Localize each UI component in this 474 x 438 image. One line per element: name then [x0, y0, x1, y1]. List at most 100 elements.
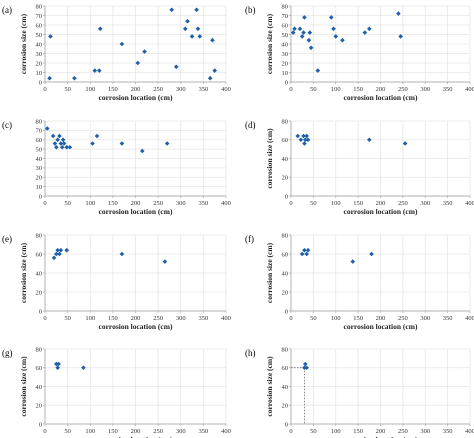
- y-tick-label: 20: [282, 403, 289, 410]
- data-point: [59, 144, 65, 150]
- y-tick-label: 80: [282, 232, 289, 239]
- y-tick-label: 50: [36, 32, 43, 39]
- x-tick-label: 400: [221, 200, 231, 207]
- y-tick-label: 40: [282, 270, 289, 277]
- data-point: [301, 133, 306, 139]
- x-tick-label: 300: [420, 200, 430, 207]
- data-point: [54, 251, 59, 257]
- y-tick-label: 20: [282, 60, 289, 67]
- x-tick-label: 0: [43, 315, 46, 322]
- data-point: [64, 247, 70, 253]
- y-tick-label: 10: [36, 184, 43, 191]
- data-point: [51, 255, 57, 261]
- data-point: [164, 141, 170, 146]
- y-tick-label: 80: [282, 118, 289, 125]
- y-tick-label: 30: [36, 51, 43, 58]
- x-tick-label: 50: [64, 200, 71, 207]
- x-axis-title: corrosion location (cm): [343, 93, 418, 102]
- data-point: [142, 49, 147, 54]
- y-tick-label: 20: [36, 175, 43, 182]
- panel-label: (h): [245, 348, 256, 358]
- data-point: [212, 68, 217, 73]
- data-point: [185, 18, 190, 24]
- x-tick-label: 200: [131, 315, 141, 322]
- data-point: [60, 137, 66, 143]
- x-tick-label: 150: [353, 315, 363, 322]
- data-point: [331, 26, 336, 32]
- x-tick-label: 50: [64, 86, 71, 93]
- y-tick-label: 60: [282, 365, 289, 372]
- x-tick-label: 350: [199, 315, 209, 322]
- panel-g: 0 20 40 60 80 0 50 100 150 200 250 300 350 400 corrosi…: [2, 346, 231, 438]
- x-tick-label: 250: [398, 315, 408, 322]
- panel-f: 0 20 40 60 80 0 50 100 150 200 250 300 350 400 corrosi…: [245, 232, 474, 331]
- x-tick-label: 350: [443, 428, 453, 435]
- data-point: [94, 133, 100, 139]
- y-tick-label: 40: [36, 156, 43, 163]
- x-tick-label: 150: [108, 200, 118, 207]
- x-tick-label: 50: [310, 200, 317, 207]
- data-point: [50, 133, 56, 139]
- data-point: [367, 137, 372, 143]
- x-tick-label: 200: [131, 428, 141, 435]
- data-point: [119, 141, 125, 146]
- x-axis-title: corrosion location (cm): [98, 322, 173, 331]
- y-tick-label: 70: [36, 128, 43, 135]
- x-tick-label: 350: [199, 200, 209, 207]
- x-axis-title: corrosion location (cm): [98, 207, 173, 216]
- data-point: [369, 251, 374, 257]
- panel-label: (e): [2, 234, 12, 244]
- data-point: [398, 34, 403, 39]
- x-tick-label: 250: [153, 428, 163, 435]
- x-tick-label: 0: [289, 86, 292, 93]
- panel-h: 0 20 40 60 80 0 50 100 150 200 250 300 350 400 corrosi…: [245, 346, 474, 438]
- data-point: [197, 34, 203, 39]
- x-tick-label: 200: [376, 200, 386, 207]
- y-tick-label: 50: [36, 146, 43, 153]
- data-point: [304, 133, 309, 139]
- y-tick-label: 80: [36, 232, 43, 239]
- y-tick-label: 80: [36, 118, 43, 125]
- data-point: [52, 141, 58, 146]
- x-tick-label: 100: [331, 86, 341, 93]
- data-point: [48, 34, 53, 39]
- data-point: [396, 11, 401, 16]
- x-tick-label: 50: [310, 315, 317, 322]
- x-tick-label: 300: [420, 86, 430, 93]
- x-tick-label: 250: [153, 86, 163, 93]
- data-point: [207, 75, 213, 81]
- panel-b: 0 10 20 30 40 50 60 70 80 0 50 100 150 200 250 300 350 40…: [245, 3, 474, 102]
- data-point: [97, 26, 103, 32]
- data-point: [173, 64, 179, 70]
- x-tick-label: 150: [108, 315, 118, 322]
- y-tick-label: 60: [282, 137, 289, 144]
- y-tick-label: 0: [39, 308, 42, 315]
- y-tick-label: 60: [36, 137, 43, 144]
- y-tick-label: 60: [282, 22, 289, 29]
- data-point: [301, 30, 306, 35]
- y-tick-label: 20: [36, 403, 43, 410]
- data-point: [340, 37, 345, 43]
- y-tick-label: 60: [36, 365, 43, 372]
- data-point: [333, 34, 339, 39]
- y-tick-label: 60: [36, 251, 43, 258]
- y-tick-label: 20: [282, 289, 289, 296]
- y-axis-title: corrosion size (cm): [265, 242, 274, 303]
- x-tick-label: 400: [465, 200, 474, 207]
- x-tick-label: 100: [85, 428, 95, 435]
- x-tick-label: 400: [465, 315, 474, 322]
- y-tick-label: 10: [282, 70, 289, 77]
- data-point: [56, 361, 61, 367]
- panel-label: (f): [245, 234, 254, 244]
- data-point: [302, 247, 307, 253]
- data-point: [55, 247, 60, 253]
- x-tick-label: 400: [221, 428, 231, 435]
- data-point: [305, 137, 311, 143]
- x-tick-label: 300: [420, 315, 430, 322]
- y-tick-label: 0: [285, 193, 288, 200]
- data-point: [47, 75, 52, 81]
- data-point: [295, 133, 301, 139]
- data-point: [304, 251, 309, 257]
- x-tick-label: 100: [85, 86, 95, 93]
